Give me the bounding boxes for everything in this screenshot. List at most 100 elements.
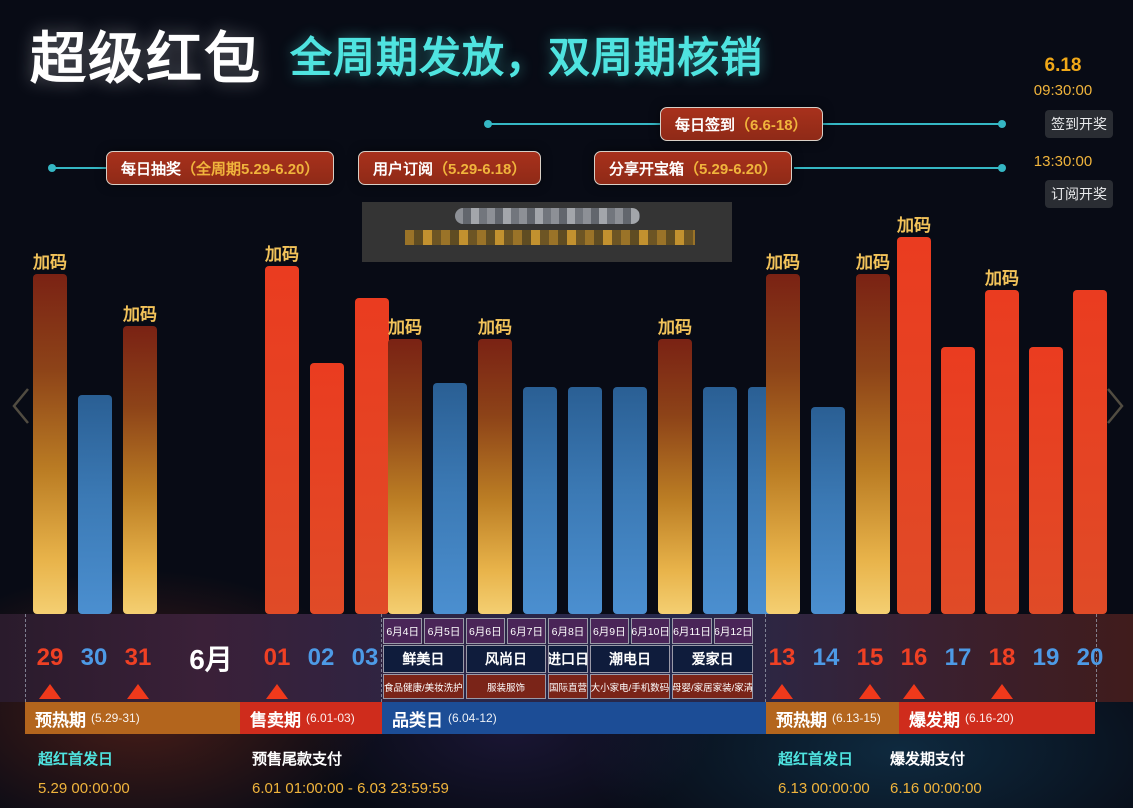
category-day-cell: 6月8日 [548,618,588,644]
boost-label: 加码 [478,318,512,337]
prev-arrow-icon[interactable] [10,385,32,427]
connector-dot-signin-left [484,120,492,128]
strip-divider-left [25,614,26,702]
phase-name: 预热期 [776,710,827,730]
bar-01[interactable] [265,266,299,614]
bar-chart: 加码 加码 加码 加码 加码 加码 加码 加码 加码 加码 [0,190,1133,614]
date-number-02[interactable]: 02 [307,644,335,671]
bar-6月4日[interactable] [388,339,422,614]
bar-15[interactable] [856,274,890,614]
date-marker-18 [991,684,1013,699]
bar-29[interactable] [33,274,67,614]
footnote-value: 6.01 01:00:00 - 6.03 23:59:59 [252,780,449,797]
bar-6月11日[interactable] [703,387,737,614]
category-days-row: 6月4日 6月5日 6月6日 6月7日 6月8日 6月9日 6月10日 6月11日 6月12日 [383,618,755,644]
boost-label: 加码 [897,216,931,235]
category-sub-cell: 国际直营 [548,674,588,699]
bar-6月8日[interactable] [568,387,602,614]
footnote-title: 预售尾款支付 [252,751,343,768]
boost-label: 加码 [856,253,890,272]
date-number-15[interactable]: 15 [856,644,884,671]
date-number-29[interactable]: 29 [36,644,64,671]
subscribe-lottery-button[interactable]: 订阅开奖 [1045,180,1113,208]
category-day-cell: 6月5日 [424,618,464,644]
campaign-pill-share-treasure[interactable]: 分享开宝箱 （5.29-6.20） [594,151,793,185]
category-day-cell: 6月11日 [672,618,712,644]
category-day-cell: 6月4日 [383,618,423,644]
bar-6月10日[interactable] [658,339,692,614]
bar-02[interactable] [310,363,344,614]
footnote-title: 超红首发日 [778,751,854,768]
category-day-cell: 6月10日 [630,618,671,644]
date-number-18[interactable]: 18 [988,644,1016,671]
category-theme-cell: 潮电日 [589,645,671,673]
date-marker-13 [771,684,793,699]
boost-label: 加码 [388,318,422,337]
campaign-pill-subscription[interactable]: 用户订阅 （5.29-6.18） [358,151,542,185]
bar-20[interactable] [1073,290,1107,614]
bar-16[interactable] [897,237,931,614]
campaign-range: （5.29-6.20） [684,160,778,178]
date-number-03[interactable]: 03 [351,644,379,671]
bar-30[interactable] [78,395,112,614]
boost-label: 加码 [766,253,800,272]
date-number-13[interactable]: 13 [768,644,796,671]
bar-19[interactable] [1029,347,1063,614]
bar-14[interactable] [811,407,845,614]
phase-segment[interactable]: 品类日 (6.04-12) [382,702,766,734]
phase-name: 预热期 [35,710,86,730]
phase-range: (6.13-15) [832,711,881,725]
date-marker-01 [266,684,288,699]
campaign-pill-daily-lottery[interactable]: 每日抽奖 （全周期5.29-6.20） [106,151,335,185]
page-title: 超级红包 [30,27,262,90]
boost-label: 加码 [33,253,67,272]
date-number-30[interactable]: 30 [80,644,108,671]
phase-range: (5.29-31) [91,711,140,725]
phase-segment[interactable]: 预热期 (6.13-15) [766,702,899,734]
page-subtitle: 全周期发放，双周期核销 [290,34,764,81]
header-date: 6.18 [1044,55,1082,76]
date-number-14[interactable]: 14 [812,644,840,671]
category-day-cell: 6月7日 [506,618,547,644]
phase-segment[interactable]: 售卖期 (6.01-03) [240,702,382,734]
date-number-20[interactable]: 20 [1076,644,1104,671]
footnote-value: 5.29 00:00:00 [38,780,130,797]
strip-divider-right1 [765,614,766,702]
category-day-cell: 6月9日 [589,618,629,644]
date-number-19[interactable]: 19 [1032,644,1060,671]
date-number-01[interactable]: 01 [263,644,291,671]
bar-6月5日[interactable] [433,383,467,614]
phase-range: (6.16-20) [965,711,1014,725]
next-arrow-icon[interactable] [1104,385,1126,427]
boost-label: 加码 [658,318,692,337]
phase-segment[interactable]: 爆发期 (6.16-20) [899,702,1095,734]
footnote-title: 超红首发日 [38,751,114,768]
date-number-16[interactable]: 16 [900,644,928,671]
campaign-name: 每日抽奖 [121,160,182,178]
phase-segment[interactable]: 预热期 (5.29-31) [25,702,240,734]
phase-name: 品类日 [392,710,443,730]
bar-6月9日[interactable] [613,387,647,614]
bar-03[interactable] [355,298,389,614]
signin-lottery-button[interactable]: 签到开奖 [1045,110,1113,138]
category-day-table: 6月4日 6月5日 6月6日 6月7日 6月8日 6月9日 6月10日 6月11日 6月12日 … [383,618,755,700]
bar-13[interactable] [766,274,800,614]
category-sub-cell: 食品健康/美妆洗护 [383,674,464,699]
date-marker-29 [39,684,61,699]
bar-17[interactable] [941,347,975,614]
connector-dot-signin-right [998,120,1006,128]
bar-18[interactable] [985,290,1019,614]
category-sub-cell: 服装服饰 [465,674,547,699]
bar-6月6日[interactable] [478,339,512,614]
category-day-cell: 6月12日 [713,618,753,644]
date-number-31[interactable]: 31 [124,644,152,671]
bar-31[interactable] [123,326,157,614]
category-theme-cell: 风尚日 [465,645,547,673]
redacted-text-mosaic [405,230,695,245]
category-sub-cell: 大小家电/手机数码 [589,674,671,699]
campaign-pill-daily-signin[interactable]: 每日签到 （6.6-18） [660,107,823,141]
campaign-range: （全周期5.29-6.20） [181,160,320,178]
date-number-17[interactable]: 17 [944,644,972,671]
bar-6月7日[interactable] [523,387,557,614]
